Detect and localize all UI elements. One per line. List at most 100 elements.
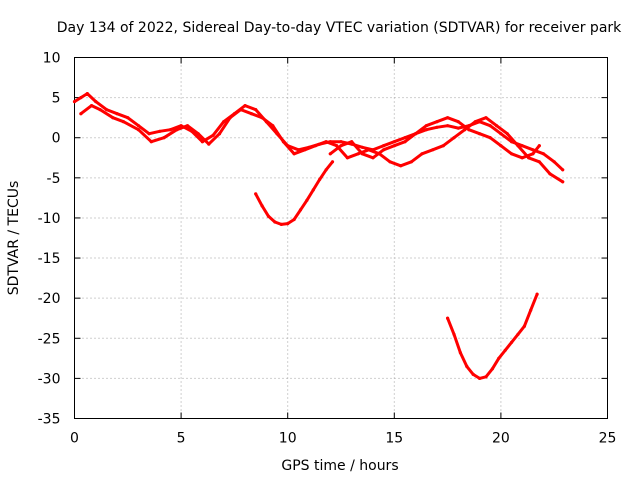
series-track-a [73,92,565,172]
data-point [311,188,315,192]
data-point [292,217,296,222]
data-point [249,112,254,116]
data-point [239,108,243,112]
data-point [72,100,77,104]
data-point [228,116,232,120]
data-point [535,292,539,296]
data-point [217,132,222,136]
data-point [305,198,309,202]
data-point [147,132,151,136]
y-tick-label: -15 [38,251,61,267]
x-tick-label: 15 [385,431,403,447]
data-point [360,145,364,149]
data-point [121,120,126,124]
data-point [79,96,83,100]
data-point [260,204,264,208]
data-point [541,152,546,156]
data-point [529,308,533,312]
chart-title: Day 134 of 2022, Sidereal Day-to-day VTE… [57,20,622,36]
data-point [292,152,296,156]
data-point [503,348,507,352]
data-point [273,220,277,224]
data-point [339,144,343,148]
data-point [281,140,285,144]
data-point [111,116,115,120]
data-point [537,160,541,164]
data-point [168,128,172,132]
data-point [115,112,119,116]
data-point [446,316,450,320]
data-point [382,148,386,152]
data-point [200,140,204,144]
data-point [488,136,492,140]
data-point [360,152,364,156]
data-point [356,152,360,156]
data-point [520,156,524,160]
data-point [207,142,211,146]
data-point [435,120,439,124]
y-tick-label: -10 [38,211,61,227]
data-point [279,222,283,226]
data-point [371,156,375,160]
data-point [271,124,275,128]
data-point [420,152,424,156]
data-point [222,120,226,124]
series-group [72,92,565,380]
data-point [495,124,499,128]
data-point [158,129,162,133]
data-point [446,116,450,120]
data-point [94,100,98,104]
data-point [516,332,520,336]
data-point [467,128,471,132]
data-point [484,375,488,379]
data-point [382,144,386,148]
axis-ticks: 0 5 10 15 20 25 10 5 0 -5 -10 -15 -20 -25 -30 -35 [38,51,617,447]
data-point [136,128,141,132]
data-point [431,148,435,152]
y-tick-label: -25 [38,331,61,347]
data-point [414,132,418,136]
data-point [510,340,514,344]
data-point [399,164,403,168]
data-point [471,372,475,376]
data-point [478,132,482,136]
data-point [328,152,332,156]
data-point [211,133,215,137]
data-point [392,144,396,148]
data-point [324,140,328,144]
data-point [403,140,407,144]
data-point [318,177,322,181]
data-point [510,152,514,156]
data-point [260,116,264,120]
data-point [185,124,190,128]
data-point [446,124,450,128]
data-point [456,126,460,130]
y-tick-label: -35 [38,412,61,428]
data-point [497,356,501,360]
data-point [303,148,307,152]
x-tick-label: 0 [70,431,79,447]
data-point [367,148,371,152]
data-point [392,140,396,144]
data-point [266,214,271,218]
data-point [424,124,428,128]
data-point [452,332,456,336]
data-point [196,132,200,136]
data-point [452,136,456,140]
y-tick-label: -30 [38,371,61,387]
data-point [388,160,392,164]
series-track-b [79,104,565,184]
data-point [98,108,102,112]
data-point [552,160,556,164]
data-point [520,144,524,148]
data-point [126,116,130,120]
data-point [473,120,477,124]
data-point [484,116,488,120]
x-tick-label: 25 [599,431,617,447]
y-tick-label: 5 [52,91,61,107]
data-point [324,168,328,172]
x-tick-label: 10 [279,431,297,447]
data-point [561,168,565,172]
data-point [79,112,83,116]
